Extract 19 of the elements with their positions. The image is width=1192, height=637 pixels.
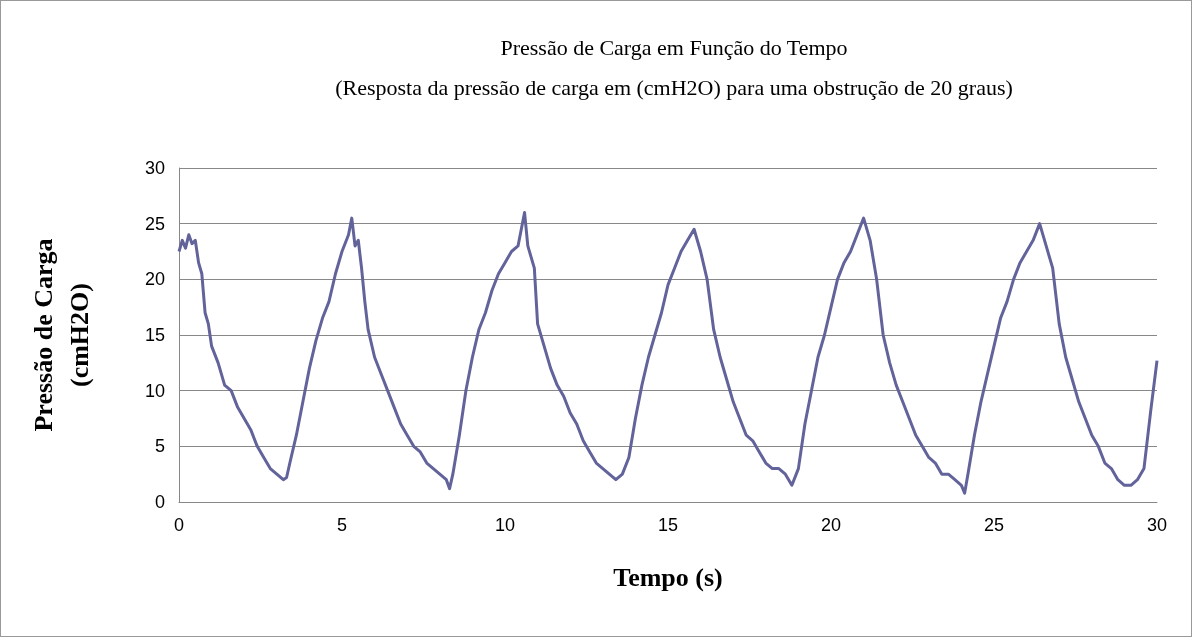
y-axis-title: Pressão de Carga (cmH2O) bbox=[28, 238, 94, 432]
chart-title: Pressão de Carga em Função do Tempo bbox=[500, 34, 848, 60]
y-tick-label: 10 bbox=[144, 380, 165, 401]
y-tick-label: 20 bbox=[144, 269, 165, 290]
line-series bbox=[177, 211, 1159, 495]
x-tick-label: 20 bbox=[820, 515, 842, 535]
x-tick-label: 5 bbox=[336, 515, 348, 535]
x-tick-label: 30 bbox=[1146, 515, 1168, 535]
x-tick-label: 15 bbox=[657, 515, 679, 535]
chart-subtitle: (Resposta da pressão de carga em (cmH2O) para uma obstrução de 20 graus) bbox=[335, 74, 1013, 100]
y-tick-label: 0 bbox=[154, 492, 165, 512]
x-axis-title: Tempo (s) bbox=[613, 562, 723, 592]
x-tick-label: 25 bbox=[983, 515, 1005, 535]
x-tick-label: 10 bbox=[494, 515, 516, 535]
y-tick-label: 5 bbox=[154, 436, 165, 457]
y-tick-label: 30 bbox=[144, 158, 165, 178]
y-tick-label: 15 bbox=[144, 325, 165, 345]
x-tick-label: 0 bbox=[173, 515, 185, 535]
y-tick-label: 25 bbox=[144, 213, 165, 234]
